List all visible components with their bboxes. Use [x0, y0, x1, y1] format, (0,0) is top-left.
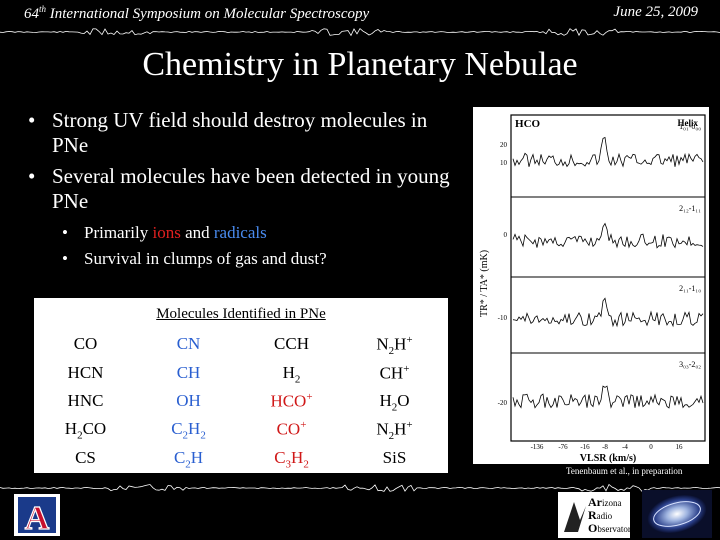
aro-logo-initial: O — [588, 521, 597, 535]
molecule-cell: H2CO — [64, 419, 107, 442]
wave-line — [0, 27, 720, 37]
molecules-table-title: Molecules Identified in PNe — [156, 306, 326, 322]
h2co-spectra-figure: H2CO Helix TR* / TA* (mK) 1₀₁-0₀₀ 2₁₂-1₁₁ 2₁₁… — [473, 107, 709, 464]
aro-logo-line: Arizona — [588, 495, 622, 509]
radicals-text: radicals — [213, 223, 267, 242]
spectrum-species-label: H2CO — [515, 118, 541, 130]
molecule-cell: SiS — [382, 448, 407, 467]
header-ordinal: th — [39, 4, 47, 14]
spectrum-trace — [512, 222, 704, 249]
aro-logo-initial: R — [588, 508, 597, 522]
sub-bullet-item: • Survival in clumps of gas and dust? — [62, 246, 468, 272]
molecule-cell: C3H2 — [274, 448, 309, 471]
bullet-item: • Strong UV field should destroy molecule… — [28, 108, 468, 158]
molecule-cell: HCO+ — [270, 391, 313, 411]
wave-line — [0, 483, 720, 492]
molecule-cell: CS — [75, 448, 96, 467]
aro-logo-word: izona — [602, 498, 622, 508]
molecule-cell: HNC — [67, 391, 104, 410]
spectrum-trace — [512, 136, 704, 168]
molecule-cell: CCH — [274, 334, 309, 353]
molecule-cell: CO — [73, 334, 98, 353]
header-number: 64 — [24, 6, 39, 22]
molecule-cell: CH+ — [379, 363, 410, 383]
aro-logo-word: adio — [597, 511, 613, 521]
sub-bullet-list: • Primarily ions and radicals • Survival i… — [62, 220, 468, 272]
ions-text: ions — [152, 223, 181, 242]
y-tick-label: 10 — [500, 159, 508, 167]
slide-title: Chemistry in Planetary Nebulae — [142, 46, 578, 83]
y-tick-label: -10 — [498, 314, 508, 322]
university-of-arizona-logo: A — [14, 494, 60, 536]
transition-label: 1₀₁-0₀₀ — [679, 122, 701, 131]
y-tick-label: 0 — [504, 231, 508, 239]
aro-logo-line: Observatory — [588, 521, 630, 535]
bullet-item: • Several molecules have been detected in… — [28, 164, 468, 214]
aro-logo-word: bservatory — [597, 524, 630, 534]
svg-text:A: A — [25, 500, 50, 536]
bullet-marker: • — [28, 164, 36, 188]
bullet-text: Strong UV field should destroy molecules… — [52, 108, 428, 157]
transition-label: 2₁₂-1₁₁ — [679, 204, 701, 213]
x-tick-label: -76 — [558, 443, 568, 451]
spectrum-trace — [512, 297, 704, 328]
transition-label: 2₁₁-1₁₀ — [679, 284, 701, 293]
aro-logo-initial: Ar — [588, 495, 603, 509]
bottom-wave-divider — [0, 483, 720, 492]
y-axis-label: TR* / TA* (mK) — [479, 250, 490, 317]
aro-logo-line: Radio — [588, 508, 613, 522]
molecule-cell: C2H2 — [171, 419, 206, 442]
bullet-list: • Strong UV field should destroy molecule… — [28, 108, 468, 272]
molecule-cell: CN — [176, 334, 201, 353]
molecules-table: Molecules Identified in PNe CO CN CCH N2H+ H… — [34, 298, 448, 473]
arizona-radio-observatory-logo: Arizona Radio Observatory — [558, 492, 630, 538]
molecule-cell: H2O — [379, 391, 410, 414]
x-tick-label: -136 — [531, 443, 544, 451]
x-tick-label: 16 — [676, 443, 684, 451]
sub-bullet-text: Primarily ions and radicals — [84, 223, 267, 242]
molecule-cell: HCN — [67, 363, 104, 382]
top-wave-divider — [0, 27, 720, 37]
plot-frame — [510, 114, 706, 442]
header-conference: 64th International Symposium on Molecula… — [24, 4, 369, 23]
x-tick-label: -4 — [622, 443, 628, 451]
sub-bullet-text: Survival in clumps of gas and dust? — [84, 249, 327, 268]
galaxy-image-logo — [642, 490, 712, 538]
spectrum-trace — [512, 385, 704, 409]
molecule-cell: C2H — [173, 448, 204, 471]
molecule-cell: OH — [176, 391, 201, 410]
sub-bullet-marker: • — [62, 223, 68, 242]
x-tick-label: -16 — [580, 443, 590, 451]
molecule-cell: N2H+ — [376, 334, 413, 358]
y-tick-label: 20 — [500, 141, 508, 149]
sub-bullet-marker: • — [62, 249, 68, 268]
molecule-cell: CH — [176, 363, 201, 382]
x-tick-label: -8 — [602, 443, 608, 451]
object-label: Helix — [678, 118, 699, 128]
figure-caption: Tenenbaum et al., in preparation — [566, 466, 683, 476]
molecule-cell: N2H+ — [376, 419, 413, 443]
molecule-cell: H2 — [282, 363, 301, 386]
header-date: June 25, 2009 — [613, 4, 698, 20]
x-axis-label: VLSR (km/s) — [580, 453, 636, 464]
header-conference-name: International Symposium on Molecular Spe… — [46, 6, 370, 22]
molecule-cell: CO+ — [276, 419, 307, 439]
y-tick-label: -20 — [498, 399, 508, 407]
x-tick-label: 0 — [649, 443, 653, 451]
sub-bullet-item: • Primarily ions and radicals — [62, 220, 468, 246]
transition-label: 3₀₃-2₀₂ — [679, 360, 701, 369]
bullet-text: Several molecules have been detected in … — [52, 164, 450, 213]
bullet-marker: • — [28, 108, 36, 132]
